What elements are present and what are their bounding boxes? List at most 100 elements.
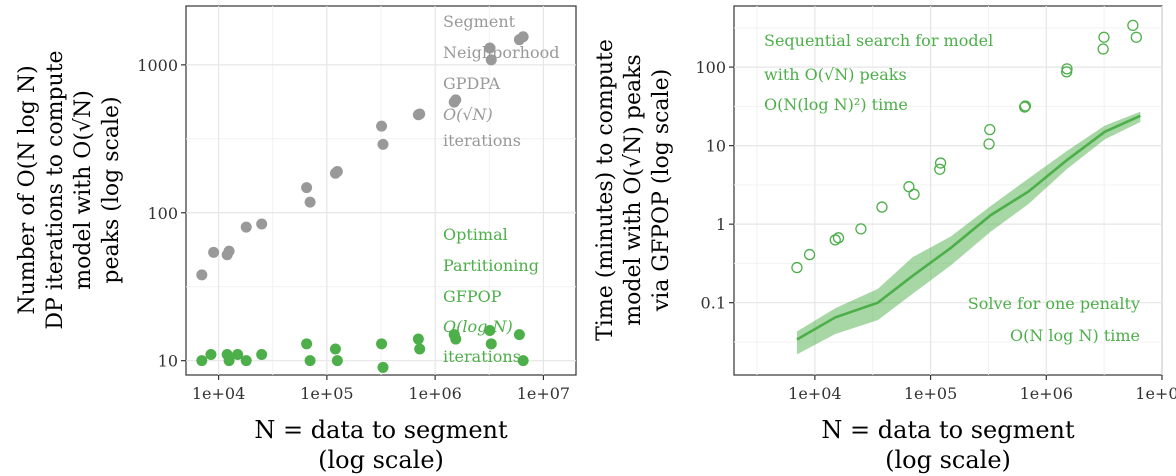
gray-label-line-2: Neighborhood (443, 43, 559, 62)
right-xlabel-line-2: (log scale) (885, 446, 1011, 474)
right-y-tick-label: 1 (716, 215, 726, 234)
right-data-marks (791, 19, 1142, 355)
sequential-search-time-point (1097, 43, 1109, 55)
right-y-ticks: 0.1 1 10 100 (695, 58, 734, 313)
right-y-tick-label: 10 (706, 137, 726, 156)
seq-label-line-1: Sequential search for model (764, 31, 993, 50)
sequential-search-time-point (1019, 100, 1032, 112)
green-iteration-point (412, 333, 424, 345)
gray-iteration-point (414, 108, 426, 120)
gray-iteration-point (304, 196, 316, 208)
left-ylabel-line-1: Number of O(N log N) (15, 65, 40, 314)
left-x-tick-label: 1e+04 (192, 384, 245, 403)
left-green-series-label: Optimal Partitioning GFPOP O(log N) iter… (443, 225, 539, 366)
green-iteration-point (232, 349, 244, 361)
right-plot-panel (733, 5, 1163, 376)
gray-label-line-1: Segment (443, 12, 516, 31)
right-x-tick-label: 1e+05 (904, 384, 957, 403)
green-iteration-point (513, 329, 525, 341)
sequential-search-time-point (791, 261, 803, 274)
left-y-axis-title: Number of O(N log N) DP iterations to co… (15, 50, 124, 329)
right-xlabel-line-1: N = data to segment (821, 416, 1075, 444)
green-label-line-3: GFPOP (443, 287, 502, 306)
gray-iteration-point (517, 31, 529, 43)
green-iteration-point (376, 338, 388, 350)
left-ylabel-line-4: peaks (log scale) (99, 96, 124, 283)
green-label-line-1: Optimal (443, 225, 508, 244)
right-y-axis-title: Time (minutes) to compute model with O(√… (593, 39, 674, 341)
sequential-search-time-point (1127, 19, 1139, 32)
sequential-search-time-point (803, 248, 816, 261)
gray-label-line-3: GPDPA (443, 74, 501, 93)
left-y-ticks: 10 100 1000 (137, 56, 186, 371)
right-x-tick-label: 1e+04 (788, 384, 841, 403)
gray-iteration-point (240, 221, 252, 233)
left-gray-series-label: Segment Neighborhood GPDPA O(√N) iterati… (443, 12, 559, 150)
right-x-tick-label: 1e+07 (1135, 384, 1176, 403)
gray-iteration-point (208, 246, 220, 258)
left-y-tick-label: 100 (147, 204, 178, 223)
gray-iteration-point (256, 218, 268, 230)
sequential-search-time-point (876, 201, 888, 213)
sequential-search-time-point (1130, 31, 1142, 43)
gray-label-line-4: O(√N) (443, 105, 493, 124)
gray-iteration-point (331, 166, 343, 178)
right-x-ticks: 1e+04 1e+05 1e+06 1e+07 (788, 375, 1176, 403)
right-ylabel-line-2: model with O(√N) peaks (621, 54, 646, 325)
sequential-search-time-point (983, 138, 995, 150)
right-y-tick-label: 100 (695, 58, 726, 77)
sequential-search-time-point (832, 232, 845, 244)
right-one-penalty-label: Solve for one penalty O(N log N) time (968, 294, 1140, 345)
sequential-search-time-point (1061, 63, 1073, 75)
green-iteration-point (377, 361, 389, 373)
left-y-tick-label: 1000 (137, 56, 178, 75)
green-iteration-point (205, 349, 217, 361)
green-iteration-point (304, 355, 316, 367)
green-iteration-point (485, 338, 497, 350)
gray-iteration-point (196, 269, 208, 281)
green-iteration-point (329, 343, 341, 355)
green-iteration-point (223, 355, 235, 367)
green-label-line-4: O(log N) (443, 317, 513, 336)
left-x-tick-label: 1e+06 (408, 384, 461, 403)
green-iteration-point (414, 343, 426, 355)
right-sequential-search-label: Sequential search for model with O(√N) p… (764, 31, 993, 114)
gray-iteration-point (301, 182, 313, 194)
sequential-search-time-point (984, 123, 996, 136)
sequential-search-time-point (1098, 31, 1110, 43)
left-x-ticks: 1e+04 1e+05 1e+06 1e+07 (192, 375, 570, 403)
green-iteration-point (484, 324, 496, 336)
sequential-search-time-point (934, 163, 946, 175)
green-iteration-point (301, 338, 313, 350)
green-iteration-point (450, 333, 462, 345)
green-label-line-5: iterations (443, 347, 521, 366)
left-panel: Number of O(N log N) DP iterations to co… (15, 5, 577, 474)
green-iteration-point (256, 349, 268, 361)
green-label-line-2: Partitioning (443, 256, 539, 275)
left-data-marks (196, 31, 529, 373)
green-iteration-point (196, 355, 208, 367)
green-iteration-point (517, 355, 529, 367)
gray-iteration-point (377, 138, 389, 150)
left-xlabel-line-1: N = data to segment (254, 416, 508, 444)
sequential-search-time-point (903, 181, 915, 193)
left-ylabel-line-2: DP iterations to compute (43, 50, 68, 329)
right-x-tick-label: 1e+06 (1020, 384, 1073, 403)
right-ylabel-line-1: Time (minutes) to compute (593, 39, 618, 341)
gray-iteration-point (450, 94, 462, 106)
right-panel: Time (minutes) to compute model with O(√… (593, 5, 1176, 474)
left-y-tick-label: 10 (158, 352, 178, 371)
sequential-search-time-point (855, 223, 867, 235)
left-xlabel-line-2: (log scale) (318, 446, 444, 474)
green-iteration-point (331, 355, 343, 367)
seq-label-line-3: O(N(log N)²) time (764, 95, 908, 114)
gray-label-line-5: iterations (443, 131, 521, 150)
median-time-line (796, 114, 1141, 341)
penalty-label-line-2: O(N log N) time (1010, 326, 1140, 345)
right-ylabel-line-3: via GFPOP (log scale) (649, 69, 674, 312)
green-iteration-point (240, 355, 252, 367)
left-x-tick-label: 1e+07 (517, 384, 570, 403)
gray-iteration-point (376, 120, 388, 132)
sequential-search-time-point (908, 188, 920, 200)
